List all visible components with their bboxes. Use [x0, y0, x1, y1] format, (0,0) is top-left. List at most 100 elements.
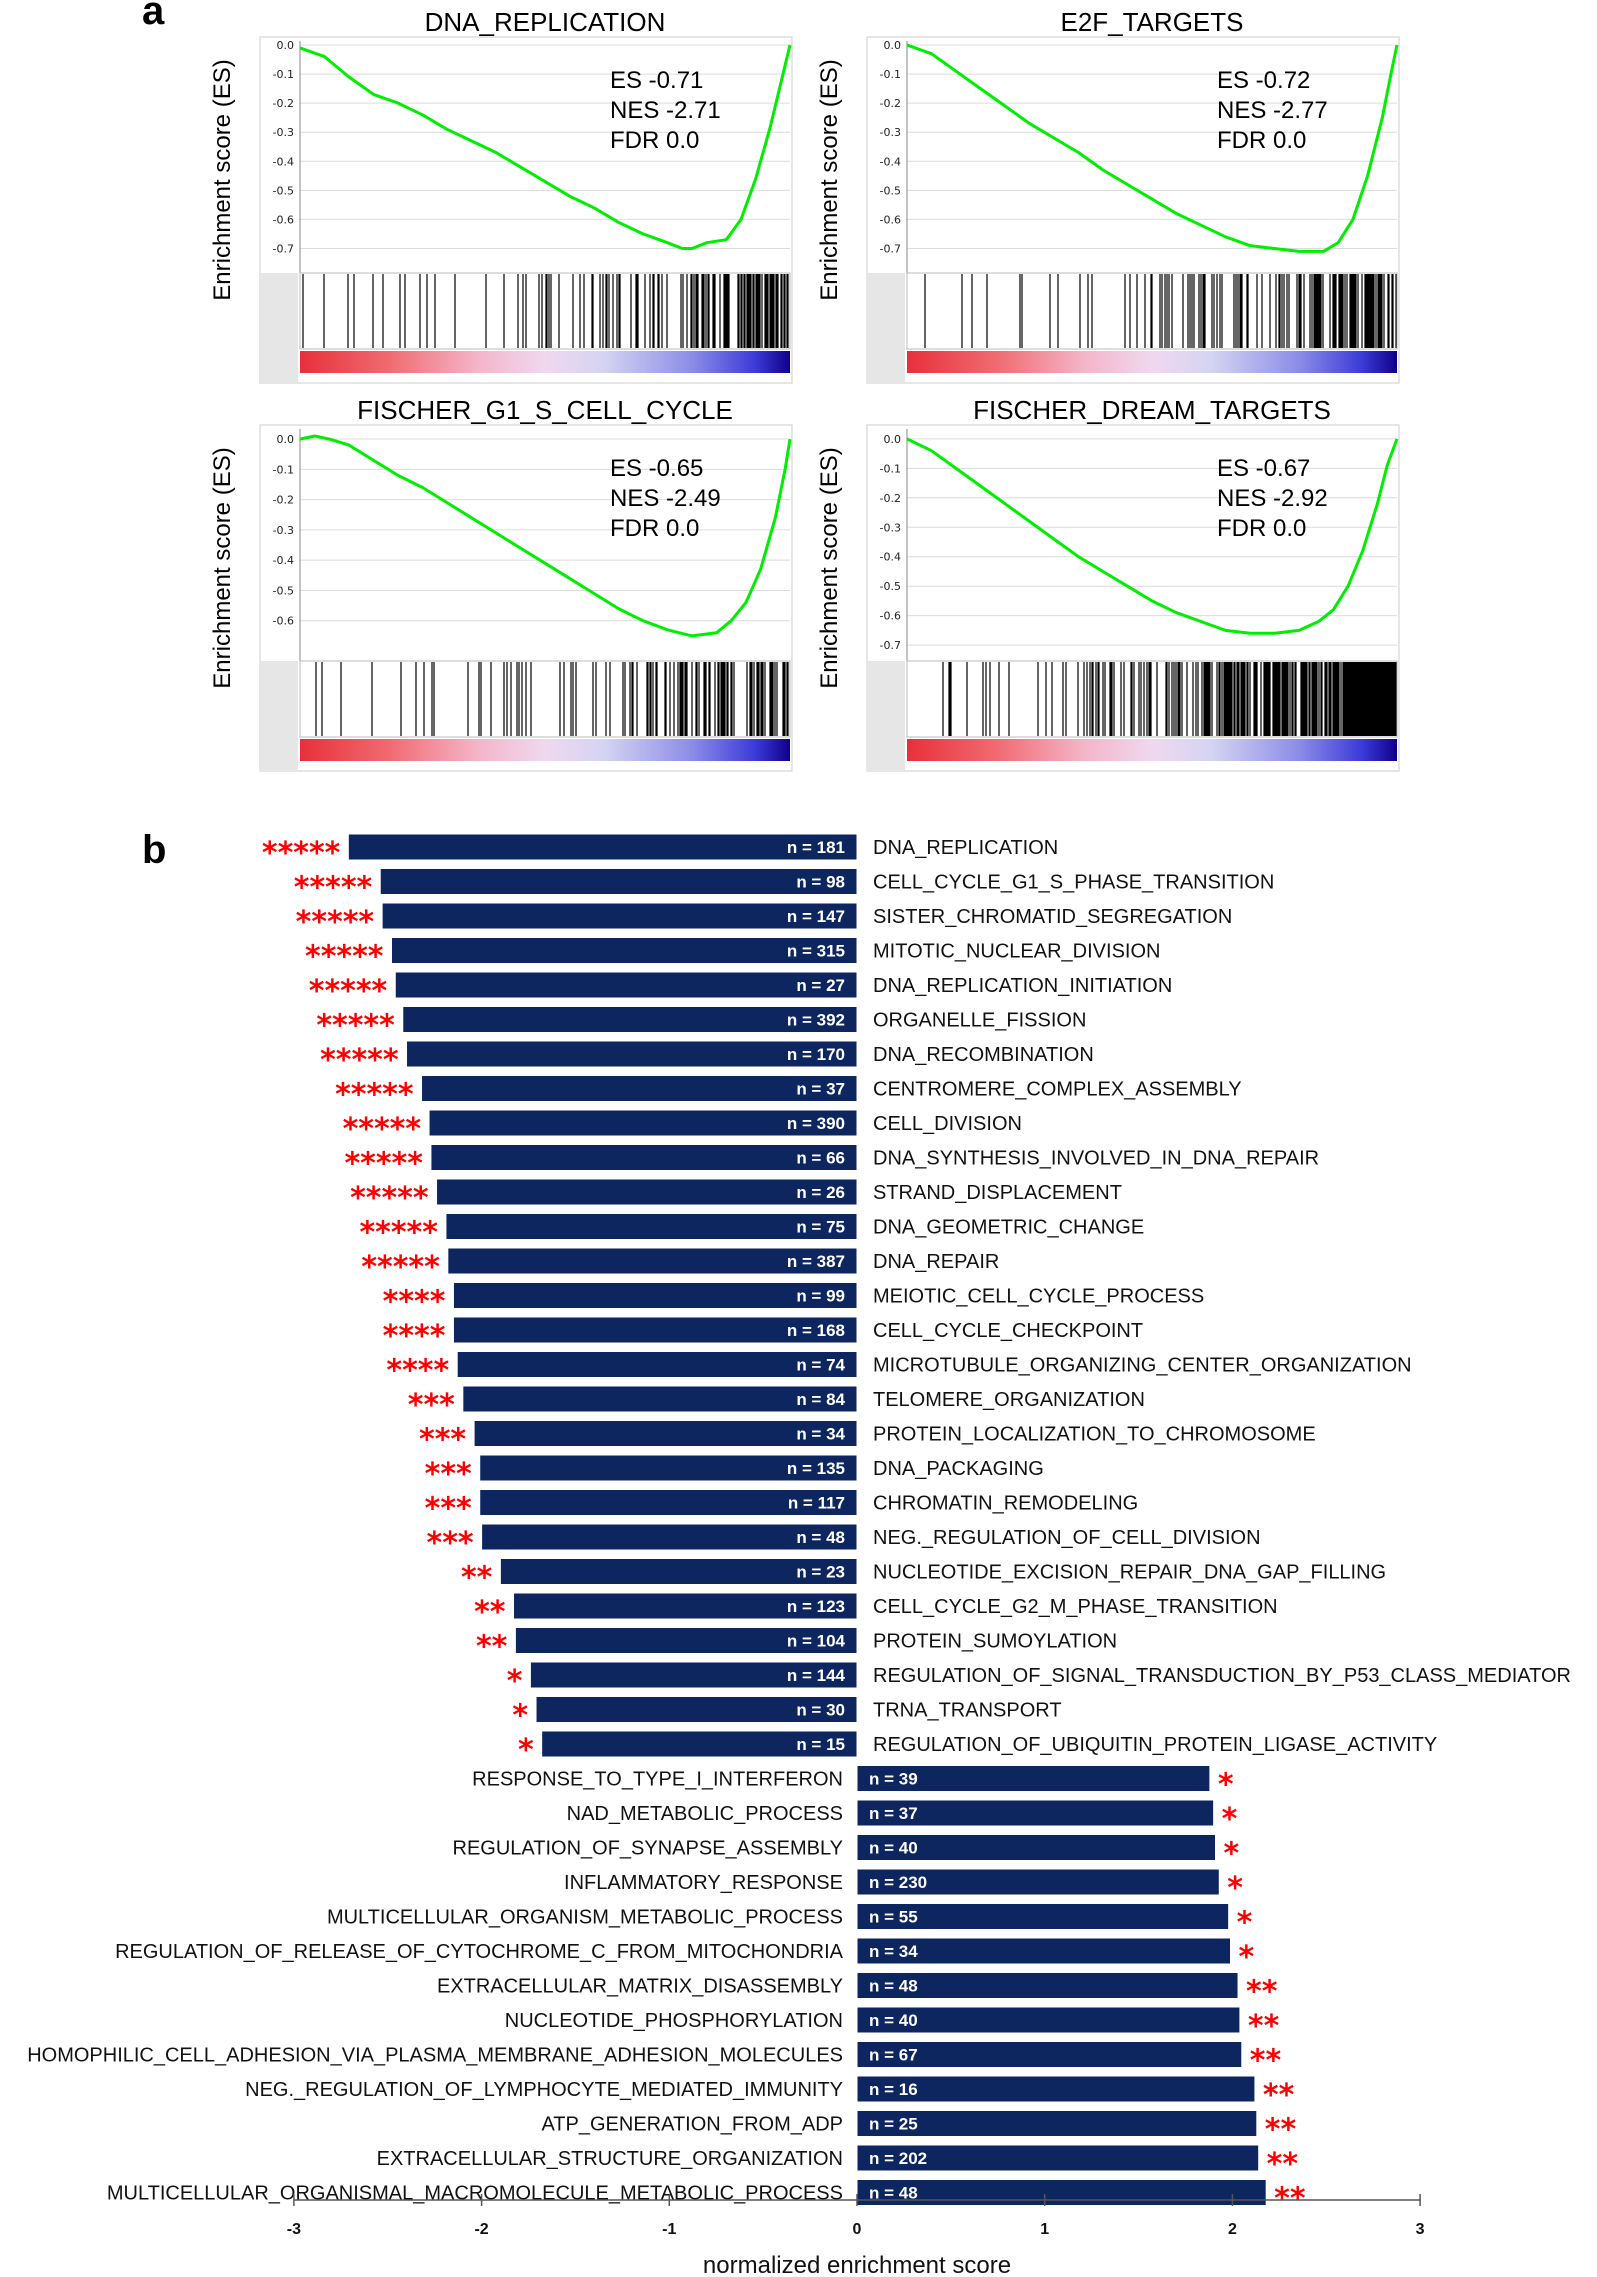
nes-bar: [406, 1040, 858, 1068]
y-tick-label: -0.3: [273, 524, 294, 537]
bar-term-label: CHROMATIN_REMODELING: [873, 1493, 1138, 1515]
gsea-plot-fischer-g1-s-cell-cycle: FISCHER_G1_S_CELL_CYCLE Enrichment score…: [209, 395, 793, 772]
bar-n-label: n = 315: [787, 942, 845, 961]
bar-n-label: n = 98: [796, 873, 845, 892]
enrichment-curve: [906, 43, 1399, 253]
significance-stars: *****: [359, 1216, 438, 1251]
bar-term-label: DNA_GEOMETRIC_CHANGE: [873, 1217, 1144, 1239]
bar-term-label: INFLAMMATORY_RESPONSE: [564, 1872, 843, 1894]
significance-stars: ***: [427, 1526, 474, 1561]
bar-n-label: n = 48: [796, 1528, 845, 1547]
nes-bar: [529, 1661, 858, 1689]
bar-row: n = 230 INFLAMMATORY_RESPONSE *: [564, 1868, 1243, 1906]
bar-n-label: n = 34: [796, 1425, 845, 1444]
gsea-gridlines: [906, 41, 1397, 273]
enrichment-curve: [299, 44, 792, 250]
bar-row: n = 181 DNA_REPLICATION *****: [262, 833, 1058, 871]
nes-bar: [430, 1144, 858, 1171]
y-tick-label: -0.5: [273, 184, 294, 197]
es-value: ES -0.65: [610, 455, 703, 482]
significance-stars: **: [476, 1630, 508, 1665]
bar-row: n = 26 STRAND_DISPLACEMENT *****: [350, 1178, 1122, 1216]
x-tick-label: 0: [853, 2221, 862, 2238]
significance-stars: **: [1274, 2182, 1306, 2217]
fdr-value: FDR 0.0: [610, 127, 699, 154]
gsea-ylabel: Enrichment score (ES): [209, 447, 236, 688]
significance-stars: **: [1250, 2044, 1282, 2079]
y-tick-label: -0.3: [273, 126, 294, 139]
significance-stars: **: [1263, 2078, 1295, 2113]
significance-stars: ****: [383, 1319, 446, 1354]
bar-n-label: n = 387: [787, 1252, 845, 1271]
bar-term-label: NAD_METABOLIC_PROCESS: [567, 1803, 843, 1825]
bar-term-label: HOMOPHILIC_CELL_ADHESION_VIA_PLASMA_MEMB…: [27, 2045, 843, 2067]
bar-n-label: n = 104: [787, 1632, 846, 1651]
nes-bar: [379, 868, 858, 895]
x-tick-label: 1: [1040, 2221, 1049, 2238]
bar-row: n = 39 RESPONSE_TO_TYPE_I_INTERFERON *: [472, 1765, 1234, 1803]
gsea-ylabel: Enrichment score (ES): [816, 447, 843, 688]
gene-hit-barcode: [906, 272, 1398, 350]
bar-row: n = 168 CELL_CYCLE_CHECKPOINT ****: [383, 1316, 1143, 1354]
bar-row: n = 135 DNA_PACKAGING ***: [425, 1454, 1044, 1492]
bar-term-label: DNA_SYNTHESIS_INVOLVED_IN_DNA_REPAIR: [873, 1148, 1319, 1170]
significance-stars: *****: [361, 1250, 440, 1285]
x-tick-label: -1: [662, 2221, 676, 2238]
gsea-left-shade: [260, 661, 298, 771]
bar-term-label: PROTEIN_SUMOYLATION: [873, 1631, 1117, 1653]
bar-term-label: RESPONSE_TO_TYPE_I_INTERFERON: [472, 1769, 843, 1791]
nes-bar: [856, 1834, 1217, 1861]
nes-bar: [391, 937, 858, 964]
significance-stars: *****: [350, 1181, 429, 1216]
bar-row: n = 67 HOMOPHILIC_CELL_ADHESION_VIA_PLASM…: [27, 2041, 1282, 2079]
nes-bar: [394, 971, 858, 999]
bar-row: n = 390 CELL_DIVISION *****: [343, 1109, 1022, 1147]
gsea-y-ticks: 0.0 -0.1 -0.2 -0.3 -0.4 -0.5 -0.6 -0.7: [273, 39, 294, 255]
bar-row: n = 37 NAD_METABOLIC_PROCESS *: [567, 1799, 1238, 1837]
gene-hit-barcode: [299, 660, 791, 738]
es-value: ES -0.72: [1217, 67, 1310, 94]
significance-stars: **: [1267, 2147, 1299, 2182]
bar-row: n = 123 CELL_CYCLE_G2_M_PHASE_TRANSITION *…: [474, 1592, 1278, 1630]
bar-n-label: n = 230: [869, 1873, 927, 1892]
x-axis-ticks: -3 -2 -1 0 1 2 3: [287, 2194, 1425, 2238]
bar-row: n = 48 MULTICELLULAR_ORGANISMAL_MACROMOLE…: [107, 2179, 1306, 2217]
gsea-left-shade: [260, 273, 298, 383]
bar-term-label: ORGANELLE_FISSION: [873, 1010, 1086, 1032]
significance-stars: *: [1224, 1837, 1240, 1872]
x-tick-label: 3: [1416, 2221, 1425, 2238]
x-tick-label: 2: [1228, 2221, 1237, 2238]
bar-term-label: MULTICELLULAR_ORGANISM_METABOLIC_PROCESS: [327, 1907, 843, 1929]
bar-n-label: n = 144: [787, 1666, 846, 1685]
nes-value: NES -2.71: [610, 97, 721, 124]
significance-stars: *****: [344, 1147, 423, 1182]
ranked-list-gradient: [300, 351, 790, 373]
bar-row: n = 40 NUCLEOTIDE_PHOSPHORYLATION **: [505, 2006, 1280, 2044]
significance-stars: ****: [386, 1354, 449, 1389]
gsea-plot-fischer-dream-targets: FISCHER_DREAM_TARGETS Enrichment score (…: [816, 395, 1400, 772]
gsea-y-ticks: 0.0 -0.1 -0.2 -0.3 -0.4 -0.5 -0.6 -0.7: [880, 433, 901, 652]
bar-row: n = 147 SISTER_CHROMATID_SEGREGATION *****: [296, 902, 1232, 940]
bar-n-label: n = 27: [796, 976, 845, 995]
bar-n-label: n = 34: [869, 1942, 918, 1961]
bar-n-label: n = 168: [787, 1321, 845, 1340]
significance-stars: *: [1222, 1802, 1238, 1837]
gene-hit-barcode: [299, 272, 791, 350]
y-tick-label: -0.1: [273, 463, 294, 476]
significance-stars: **: [1265, 2113, 1297, 2148]
bar-row: n = 66 DNA_SYNTHESIS_INVOLVED_IN_DNA_REPA…: [344, 1144, 1319, 1182]
y-tick-label: -0.1: [273, 68, 294, 81]
fdr-value: FDR 0.0: [610, 515, 699, 542]
bar-term-label: DNA_REPLICATION: [873, 837, 1058, 859]
significance-stars: *****: [305, 940, 384, 975]
significance-stars: ***: [425, 1457, 472, 1492]
ranked-list-gradient: [907, 351, 1397, 373]
nes-bar: [541, 1730, 858, 1758]
bar-term-label: NEG._REGULATION_OF_LYMPHOCYTE_MEDIATED_I…: [245, 2079, 843, 2101]
nes-bar: [856, 1937, 1232, 1965]
bar-n-label: n = 392: [787, 1011, 845, 1030]
bar-n-label: n = 40: [869, 1839, 918, 1858]
nes-bar: [452, 1316, 858, 1344]
bar-term-label: DNA_PACKAGING: [873, 1458, 1044, 1480]
